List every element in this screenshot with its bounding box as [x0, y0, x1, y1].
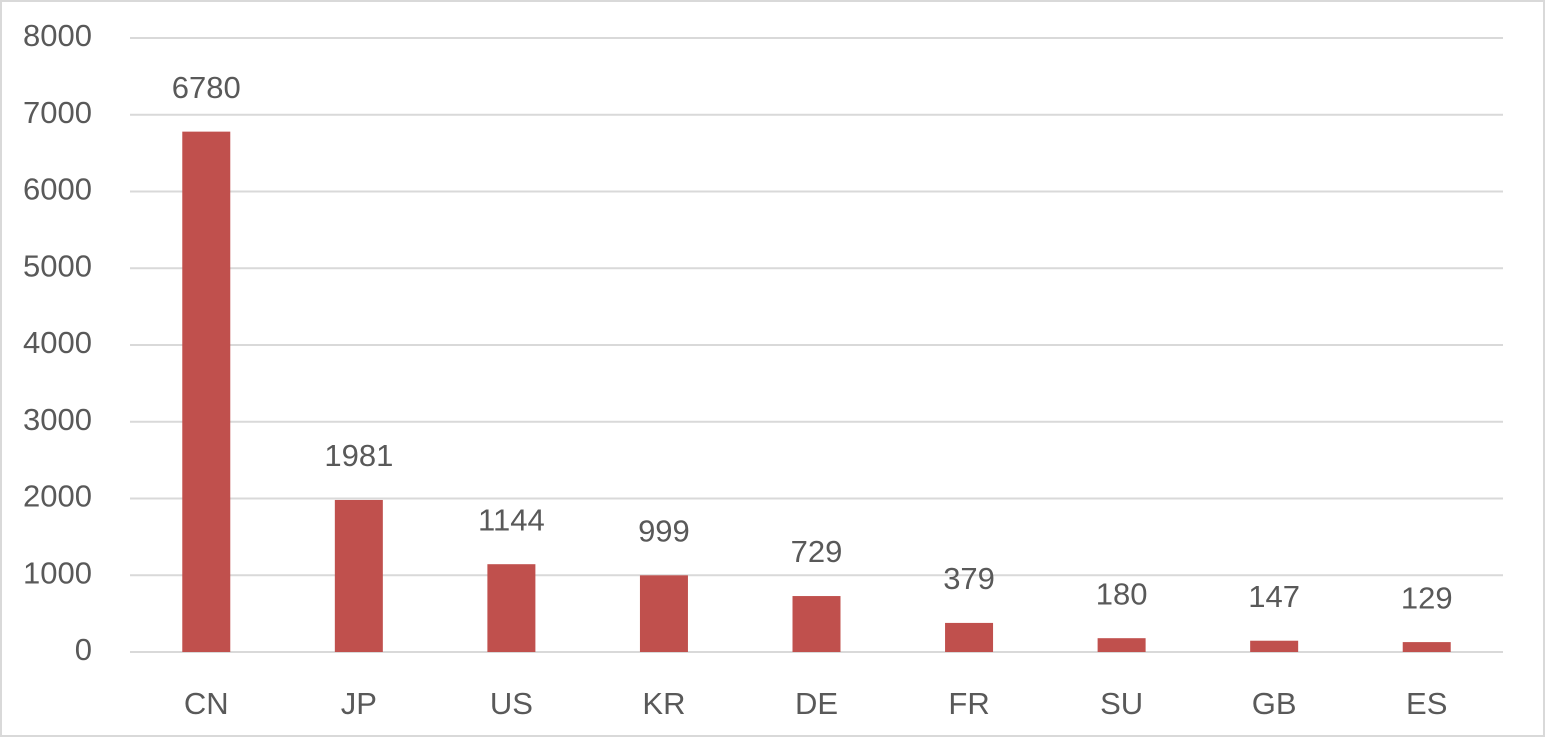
y-tick-label: 3000: [23, 402, 92, 437]
data-label: 1981: [324, 438, 393, 473]
bar: [945, 622, 994, 652]
y-tick-label: 5000: [23, 248, 92, 283]
bar: [182, 131, 231, 652]
y-tick-label: 8000: [23, 18, 92, 53]
data-label: 147: [1248, 579, 1300, 614]
y-tick-label: 2000: [23, 479, 92, 514]
data-label: 1144: [478, 502, 545, 537]
bar: [792, 596, 841, 652]
bar: [1250, 640, 1299, 652]
bar: [1097, 638, 1146, 652]
x-tick-label: GB: [1252, 686, 1297, 721]
x-tick-label: DE: [795, 686, 838, 721]
x-tick-label: US: [490, 686, 533, 721]
x-tick-label: JP: [341, 686, 377, 721]
y-tick-label: 7000: [23, 95, 92, 130]
data-label: 6780: [172, 70, 241, 105]
x-tick-label: SU: [1100, 686, 1143, 721]
bar: [1402, 642, 1451, 652]
x-tick-label: FR: [948, 686, 989, 721]
bar: [334, 499, 383, 652]
y-tick-label: 0: [75, 632, 92, 667]
data-label: 999: [638, 514, 690, 549]
y-tick-label: 6000: [23, 172, 92, 207]
bar: [639, 575, 688, 652]
x-tick-label: ES: [1406, 686, 1447, 721]
y-tick-label: 4000: [23, 325, 92, 360]
x-tick-label: CN: [184, 686, 229, 721]
data-label: 379: [943, 561, 995, 596]
data-label: 729: [791, 534, 843, 569]
bar: [487, 564, 536, 652]
data-label: 180: [1096, 576, 1148, 611]
data-label: 129: [1401, 580, 1453, 615]
x-tick-label: KR: [642, 686, 685, 721]
y-tick-label: 1000: [23, 555, 92, 590]
